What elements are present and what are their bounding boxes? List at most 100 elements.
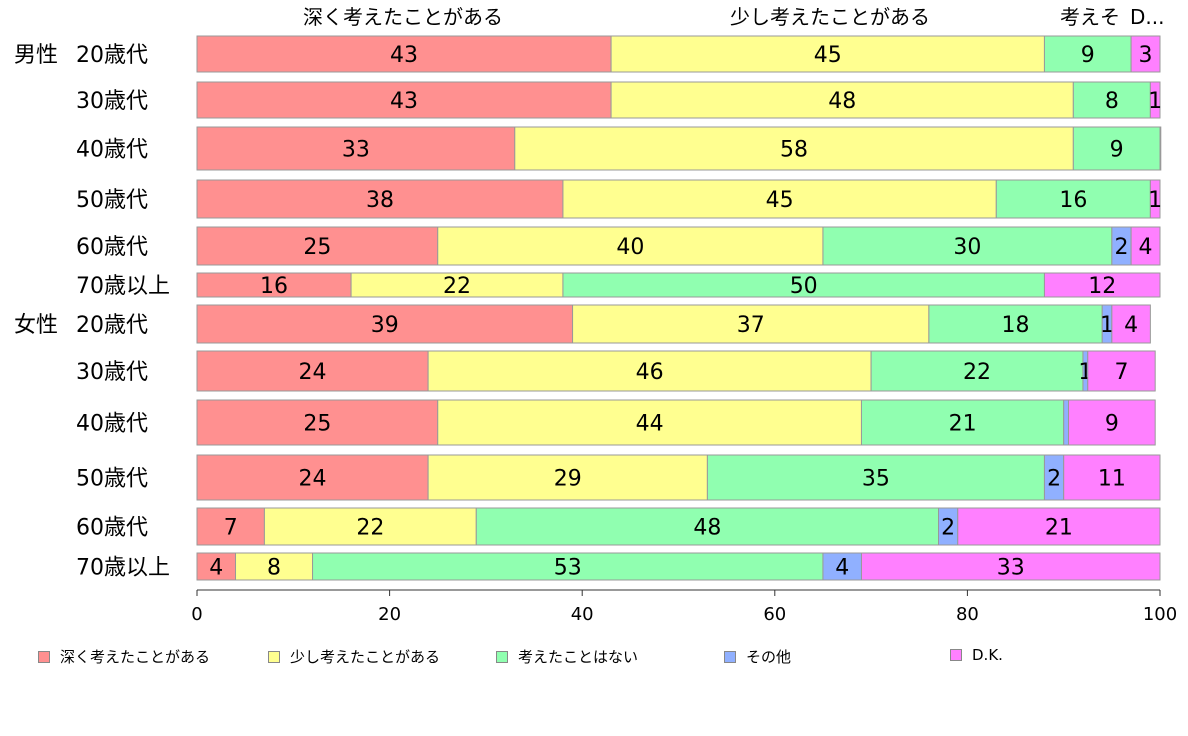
bar-segment [427, 350, 872, 392]
x-tick-label: 100 [1143, 604, 1177, 625]
legend-label: 考えたことはない [518, 648, 639, 666]
bar-segment [350, 272, 564, 298]
data-label: 2 [941, 516, 955, 541]
category-group-label: 男性 [14, 43, 58, 68]
bar-segment [196, 507, 265, 546]
x-tick-label: 0 [191, 604, 202, 625]
data-label: 38 [366, 188, 394, 213]
bar-segment [1130, 35, 1161, 73]
top-column-label: D... [1130, 5, 1164, 29]
data-label: 1 [1148, 188, 1162, 213]
legend-swatch [724, 650, 736, 663]
legend-swatch [496, 650, 508, 663]
data-label: 8 [267, 556, 281, 581]
category-label: 50歳代 [76, 188, 148, 213]
bar-segment [196, 81, 612, 119]
data-label: 24 [299, 467, 327, 492]
bar-segment [196, 226, 439, 266]
data-label: 33 [997, 556, 1025, 581]
legend: 深く考えたことがある 少し考えたことがある 考えたことはない その他 D.K. [38, 646, 1168, 666]
bar-segment [196, 304, 574, 344]
data-label: 21 [949, 412, 977, 437]
bar-segment [822, 226, 1113, 266]
bar-segment [437, 399, 862, 446]
legend-swatch [950, 649, 962, 661]
data-label: 48 [693, 516, 721, 541]
bar-segment [312, 552, 824, 581]
bar-segment [1072, 126, 1161, 171]
legend-label: 深く考えたことがある [60, 648, 211, 666]
data-label: 16 [1059, 188, 1087, 213]
x-tick-label: 60 [763, 604, 786, 625]
legend-label: その他 [746, 648, 792, 666]
data-label: 45 [766, 188, 794, 213]
bar-segment [1149, 81, 1161, 119]
bar-segment [1159, 126, 1162, 171]
data-label: 9 [1110, 138, 1124, 163]
data-label: 4 [1124, 313, 1138, 338]
legend-item: 少し考えたことがある [268, 646, 440, 667]
data-label: 43 [390, 89, 418, 114]
data-label: 40 [616, 235, 644, 260]
data-label: 22 [443, 274, 471, 299]
bar-segment [196, 454, 429, 501]
bar-segment [1111, 304, 1151, 344]
bar-segment [196, 179, 564, 219]
data-label: 2 [1047, 467, 1061, 492]
data-label: 18 [1002, 313, 1030, 338]
bar-segment [1149, 179, 1161, 219]
data-label: 45 [814, 43, 842, 68]
data-label: 9 [1105, 412, 1119, 437]
bar-segment [860, 552, 1161, 581]
bar-segment [1043, 272, 1161, 298]
top-column-label: 少し考えたことがある [730, 5, 930, 29]
legend-item: D.K. [950, 646, 1003, 664]
data-label: 2 [1114, 235, 1128, 260]
data-label: 22 [963, 360, 991, 385]
bar-segment [196, 126, 516, 171]
category-label: 40歳代 [76, 412, 148, 437]
data-label: 33 [342, 138, 370, 163]
legend-label: 少し考えたことがある [290, 648, 441, 666]
data-label: 50 [790, 274, 818, 299]
bar-segment [860, 399, 1065, 446]
bar-segment [562, 272, 1045, 298]
data-label: 35 [862, 467, 890, 492]
data-label: 4 [835, 556, 849, 581]
bar-segment [610, 35, 1045, 73]
category-label: 20歳代 [76, 43, 148, 68]
data-label: 16 [260, 274, 288, 299]
category-label: 40歳代 [76, 138, 148, 163]
data-label: 43 [390, 43, 418, 68]
legend-item: 考えたことはない [496, 646, 638, 667]
top-column-label: 深く考えたことがある [303, 5, 503, 29]
data-label: 25 [303, 412, 331, 437]
bar-segment [196, 35, 612, 73]
legend-swatch [268, 650, 280, 663]
bar-segment [572, 304, 930, 344]
data-label: 7 [1114, 360, 1128, 385]
bar-segment [1068, 399, 1156, 446]
x-tick-label: 80 [956, 604, 979, 625]
data-label: 8 [1105, 89, 1119, 114]
x-tick-label: 40 [571, 604, 594, 625]
category-group-label: 女性 [14, 313, 58, 338]
data-label: 4 [1139, 235, 1153, 260]
bar-segment [706, 454, 1045, 501]
category-label: 60歳代 [76, 235, 148, 260]
bar-segment [1072, 81, 1151, 119]
data-label: 11 [1098, 467, 1126, 492]
bar-segment [475, 507, 940, 546]
data-label: 44 [636, 412, 664, 437]
category-label: 60歳代 [76, 516, 148, 541]
bar-segment [610, 81, 1074, 119]
data-label: 12 [1088, 274, 1116, 299]
legend-item: その他 [724, 646, 791, 667]
data-label: 39 [371, 313, 399, 338]
data-label: 48 [828, 89, 856, 114]
bar-segment [957, 507, 1161, 546]
bar-segment [1043, 35, 1132, 73]
x-tick-label: 20 [378, 604, 401, 625]
data-label: 4 [209, 556, 223, 581]
